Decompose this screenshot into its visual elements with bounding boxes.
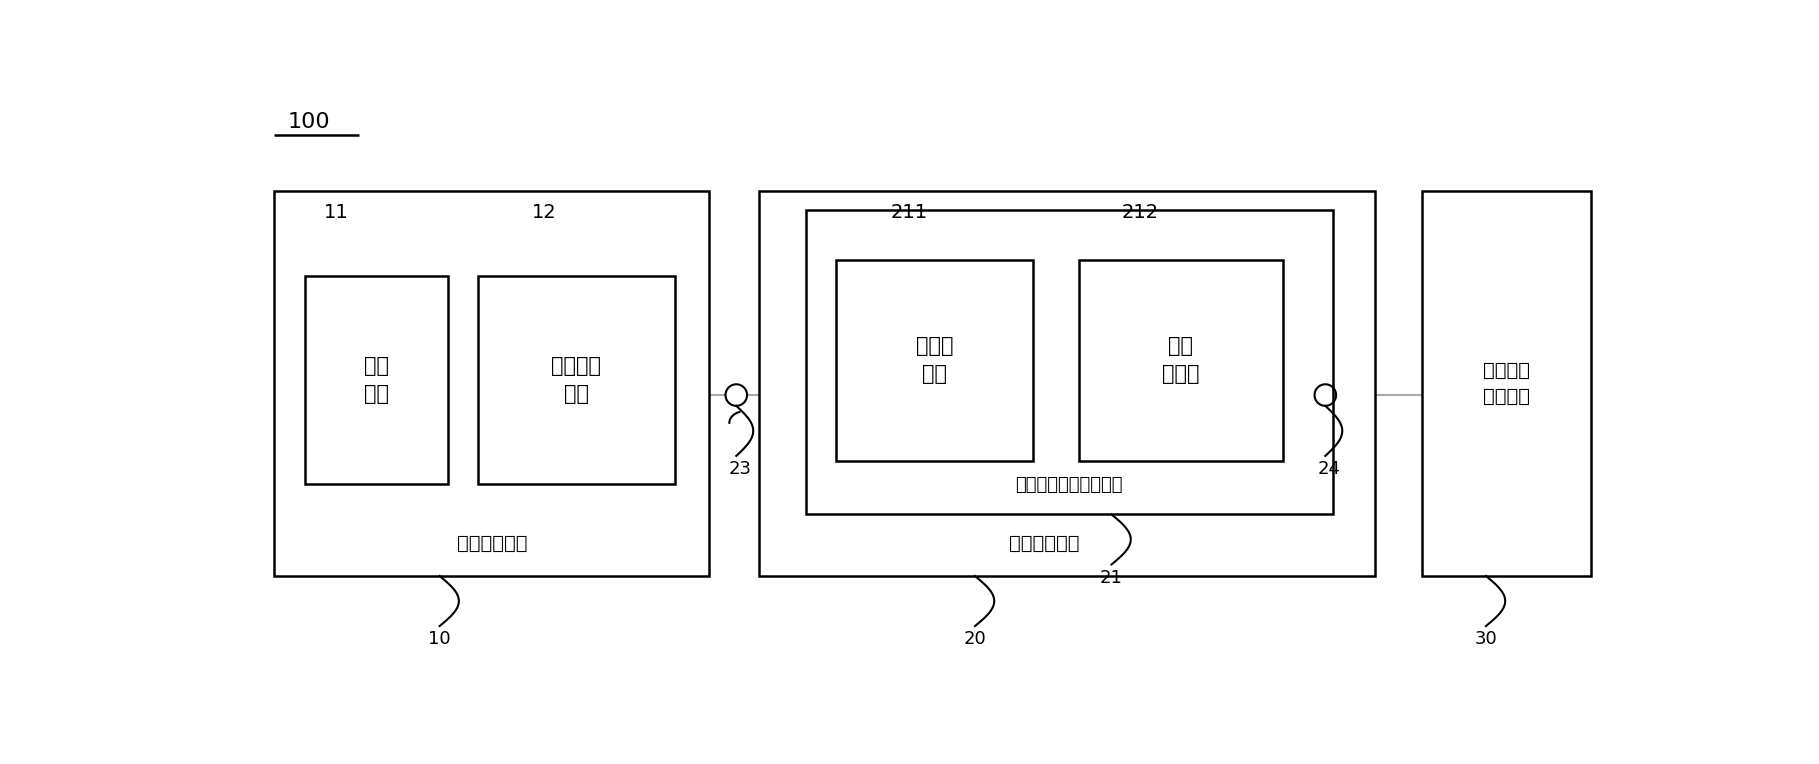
Text: 211: 211: [891, 203, 928, 222]
Bar: [1079, 261, 1282, 461]
Bar: [806, 210, 1333, 514]
Text: 电压
跟随器: 电压 跟随器: [1162, 336, 1201, 384]
Text: 伽马电压
产生模块: 伽马电压 产生模块: [1482, 361, 1530, 406]
Text: 时序控制模块: 时序控制模块: [457, 534, 528, 553]
Text: 电荷泵
电路: 电荷泵 电路: [915, 336, 953, 384]
Text: 监测
单元: 监测 单元: [364, 356, 389, 403]
Text: 30: 30: [1475, 630, 1497, 648]
Text: 21: 21: [1100, 568, 1122, 587]
Text: 11: 11: [324, 203, 347, 222]
Text: 23: 23: [729, 460, 751, 478]
Text: 伽马基准电压生成单元: 伽马基准电压生成单元: [1015, 476, 1122, 494]
Text: 212: 212: [1122, 203, 1159, 222]
Text: 电压调整模块: 电压调整模块: [1010, 534, 1079, 553]
Text: 10: 10: [427, 630, 451, 648]
Bar: [306, 276, 447, 484]
Bar: [1422, 191, 1592, 576]
Text: 20: 20: [964, 630, 986, 648]
Text: 12: 12: [531, 203, 557, 222]
Text: 100: 100: [287, 112, 329, 131]
Bar: [275, 191, 709, 576]
Text: 24: 24: [1317, 460, 1341, 478]
Bar: [478, 276, 675, 484]
Text: 脉宽调制
单元: 脉宽调制 单元: [551, 356, 602, 403]
Bar: [759, 191, 1375, 576]
Bar: [837, 261, 1033, 461]
